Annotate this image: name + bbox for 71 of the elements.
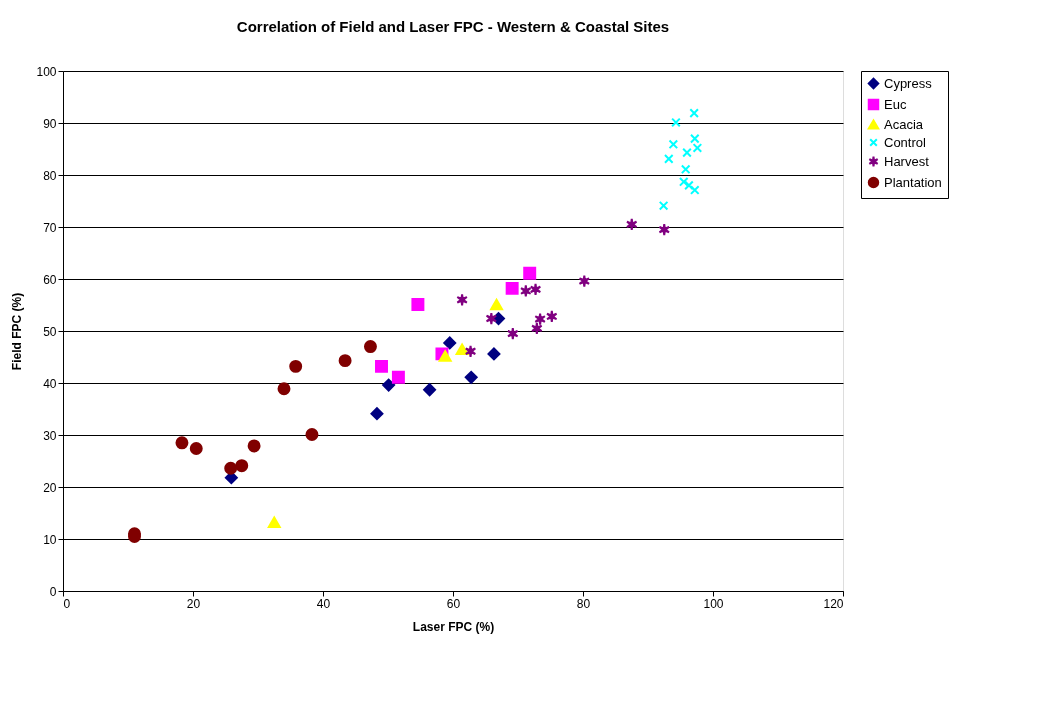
point	[423, 383, 437, 397]
point	[370, 407, 384, 421]
point	[689, 108, 699, 118]
legend-label: Plantation	[884, 174, 942, 190]
y-tick-label: 90	[43, 116, 57, 131]
y-tick-label: 10	[43, 532, 57, 547]
point	[658, 200, 669, 211]
legend-label: Harvest	[884, 153, 930, 169]
y-tick-label: 80	[43, 168, 57, 183]
legend-label: Acacia	[884, 116, 924, 132]
point	[455, 343, 469, 355]
point	[267, 516, 281, 529]
point	[411, 298, 425, 311]
legend-label: Cypress	[884, 75, 933, 91]
point	[464, 370, 478, 384]
point	[529, 282, 542, 296]
x-tick-label: 0	[63, 596, 71, 611]
point	[523, 266, 537, 280]
point	[391, 370, 405, 384]
y-tick-label: 50	[43, 324, 57, 339]
x-tick-label: 20	[186, 596, 201, 611]
point	[490, 298, 504, 311]
legend-label: Euc	[884, 96, 907, 112]
point	[338, 354, 352, 368]
point	[578, 274, 591, 288]
point	[382, 378, 396, 392]
x-tick-label: 60	[446, 596, 461, 611]
y-tick-label: 40	[43, 376, 57, 391]
point	[689, 133, 700, 144]
y-axis-title: Field FPC (%)	[10, 292, 25, 371]
legend-label: Control	[884, 134, 927, 150]
point	[289, 359, 303, 373]
point	[692, 143, 703, 153]
x-tick-label: 120	[823, 596, 844, 611]
point	[505, 281, 519, 295]
point	[671, 117, 681, 128]
x-axis-title: Laser FPC (%)	[412, 619, 495, 634]
y-tick-label: 100	[36, 64, 57, 79]
point	[277, 382, 291, 396]
point	[626, 217, 638, 231]
point	[682, 147, 692, 158]
point	[658, 223, 670, 237]
point	[305, 428, 319, 441]
point	[668, 139, 679, 150]
point	[485, 312, 498, 325]
point	[224, 461, 238, 475]
point	[684, 180, 694, 191]
point	[375, 359, 388, 373]
point	[487, 347, 501, 361]
point	[363, 340, 377, 354]
point	[464, 344, 477, 358]
point	[175, 436, 189, 450]
point	[247, 439, 261, 453]
x-tick-label: 100	[703, 596, 724, 611]
point	[663, 154, 674, 164]
point	[443, 336, 457, 350]
y-tick-label: 70	[43, 220, 57, 235]
point	[689, 185, 700, 195]
y-tick-label: 60	[43, 272, 57, 287]
point	[678, 176, 689, 187]
y-tick-label: 20	[43, 480, 57, 495]
point	[189, 442, 203, 455]
point	[520, 284, 532, 298]
chart-title: Correlation of Field and Laser FPC - Western & Coastal Sites	[236, 18, 670, 35]
y-tick-label: 0	[49, 584, 57, 599]
y-tick-label: 30	[43, 428, 57, 443]
x-tick-label: 40	[316, 596, 331, 611]
point	[235, 459, 249, 473]
point	[534, 312, 546, 326]
point	[680, 164, 691, 175]
x-tick-label: 80	[576, 596, 591, 611]
